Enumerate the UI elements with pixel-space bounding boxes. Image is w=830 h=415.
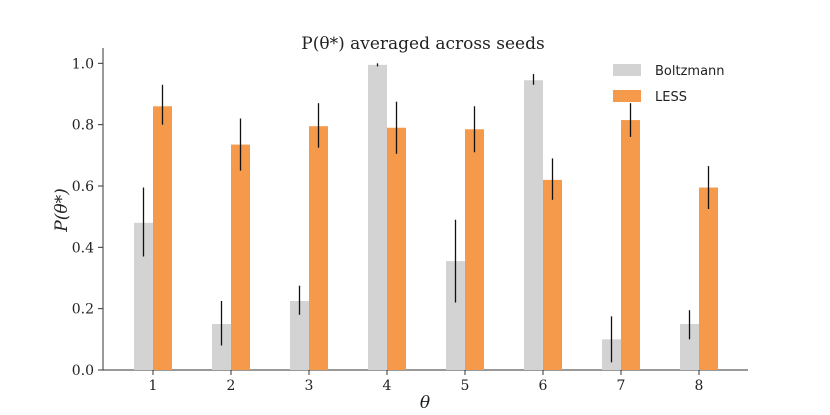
- x-tick-label: 8: [695, 378, 704, 394]
- bar-less-5: [465, 129, 484, 370]
- bar-less-6: [543, 179, 562, 370]
- y-tick-label: 1.0: [72, 56, 94, 72]
- bar-boltzmann-5: [446, 261, 465, 370]
- y-tick-label: 0.2: [72, 302, 94, 318]
- x-tick-label: 4: [383, 378, 392, 394]
- x-tick-label: 2: [227, 378, 236, 394]
- legend-label-less: LESS: [655, 90, 687, 105]
- x-tick-label: 3: [305, 378, 314, 394]
- bar-less-4: [387, 127, 406, 370]
- bar-boltzmann-1: [134, 222, 153, 370]
- legend: Boltzmann LESS: [613, 64, 725, 105]
- bar-boltzmann-2: [212, 324, 231, 370]
- bar-boltzmann-8: [680, 324, 699, 370]
- bar-less-3: [309, 126, 328, 370]
- bar-boltzmann-6: [524, 80, 543, 370]
- x-tick-label: 7: [617, 378, 626, 394]
- y-tick-label: 0.4: [72, 240, 94, 256]
- legend-swatch-boltzmann: [613, 64, 641, 76]
- y-tick-label: 0.0: [72, 363, 94, 379]
- x-tick-label: 6: [539, 378, 548, 394]
- x-tick-label: 1: [149, 378, 158, 394]
- bar-less-7: [621, 120, 640, 370]
- bar-boltzmann-3: [290, 301, 309, 370]
- y-tick-label: 0.6: [72, 179, 94, 195]
- plot-area: 0.0 0.2 0.4 0.6 0.8 1.0 1 2 3 4 5 6 7 8: [72, 48, 748, 394]
- bar-less-2: [231, 144, 250, 370]
- bar-boltzmann-4: [368, 64, 387, 370]
- legend-swatch-less: [613, 90, 641, 102]
- legend-label-boltzmann: Boltzmann: [655, 64, 725, 79]
- x-tick-label: 5: [461, 378, 470, 394]
- x-axis-label: θ: [420, 393, 430, 413]
- bar-less-8: [699, 187, 718, 370]
- bar-less-1: [153, 106, 172, 371]
- y-axis-label: P(θ*): [52, 188, 72, 232]
- y-tick-label: 0.8: [72, 118, 94, 134]
- chart-title: P(θ*) averaged across seeds: [301, 34, 544, 54]
